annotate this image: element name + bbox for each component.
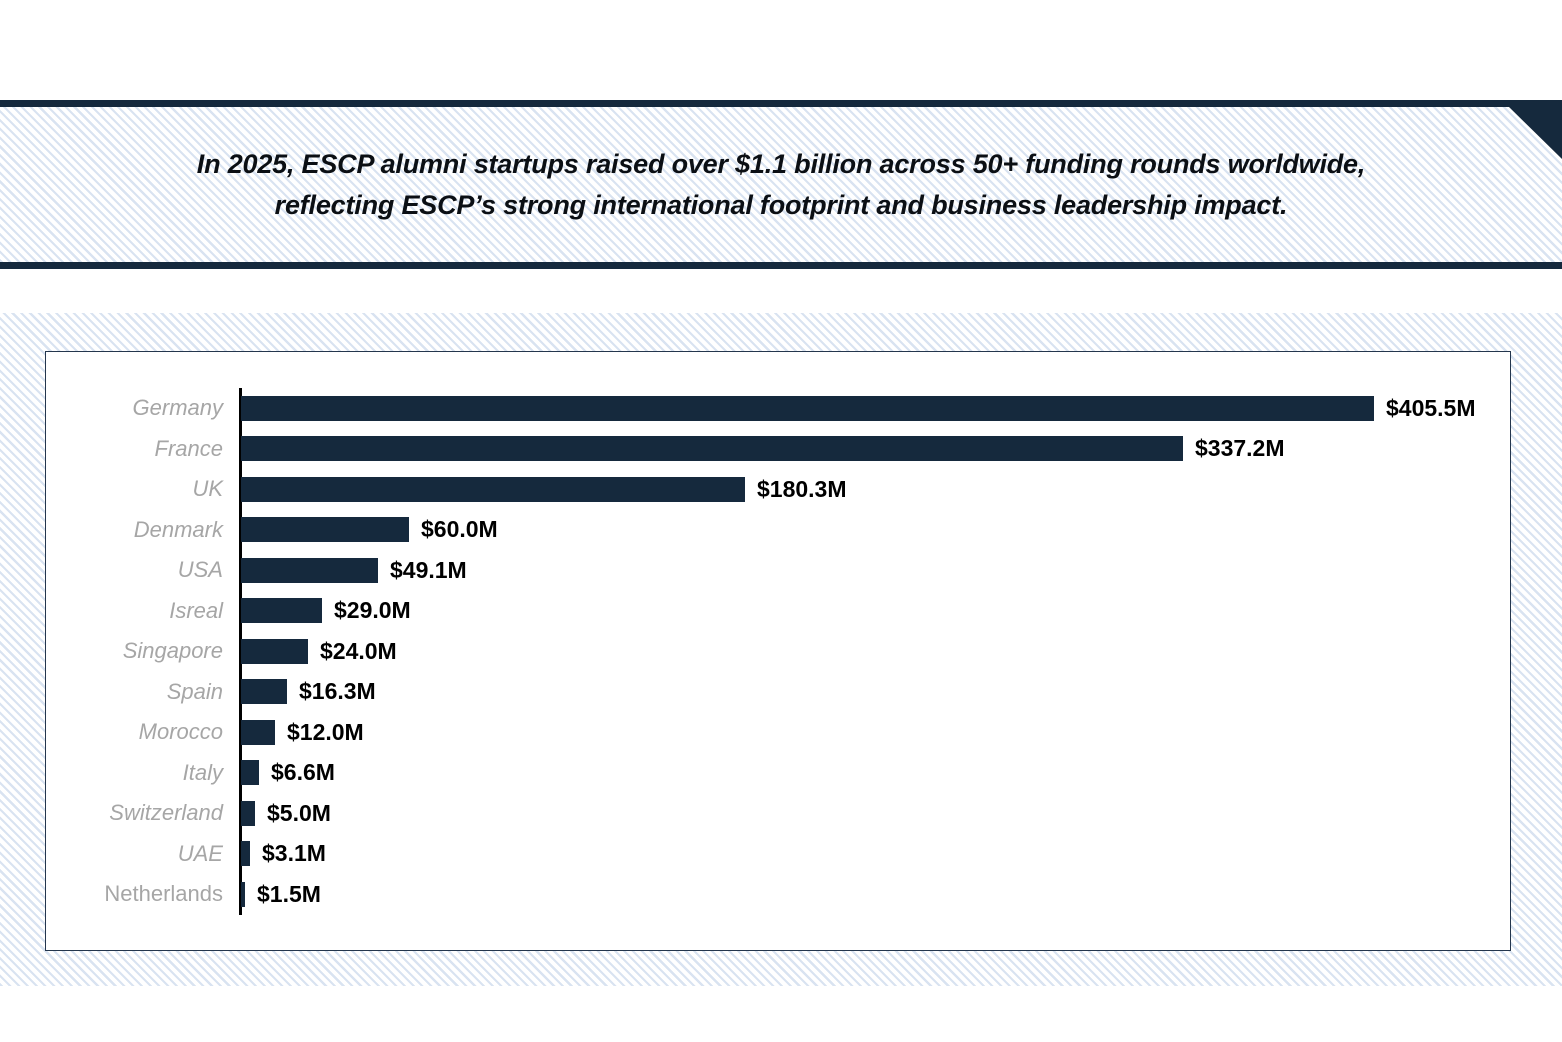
chart-row: Singapore $24.0M	[46, 631, 1508, 672]
value-label: $16.3M	[299, 678, 376, 705]
chart-row: Morocco $12.0M	[46, 712, 1508, 753]
category-label: Isreal	[169, 597, 223, 623]
value-label: $24.0M	[320, 637, 397, 664]
category-label: Denmark	[133, 516, 223, 542]
bar	[241, 557, 378, 583]
bar	[241, 881, 245, 907]
category-label: France	[154, 435, 223, 461]
value-label: $180.3M	[757, 475, 847, 502]
chart-row: Switzerland $5.0M	[46, 793, 1508, 834]
headline-line-2: reflecting ESCP’s strong international f…	[274, 189, 1288, 220]
category-label: UK	[192, 476, 223, 502]
value-label: $405.5M	[1386, 394, 1476, 421]
chart-section-background: Germany $405.5M France $337.2M UK $180.3M Denm…	[0, 313, 1562, 986]
chart-row: Isreal $29.0M	[46, 591, 1508, 632]
category-label: Singapore	[122, 638, 223, 664]
bar	[241, 800, 255, 826]
value-label: $60.0M	[421, 516, 498, 543]
bar	[241, 638, 308, 664]
bar	[241, 841, 250, 867]
headline-text: In 2025, ESCP alumni startups raised ove…	[196, 144, 1366, 226]
chart-panel: Germany $405.5M France $337.2M UK $180.3M Denm…	[45, 351, 1511, 951]
bar-chart: Germany $405.5M France $337.2M UK $180.3M Denm…	[46, 388, 1508, 915]
corner-triangle	[1509, 107, 1562, 159]
category-label: UAE	[177, 840, 223, 866]
bar	[241, 679, 287, 705]
bar	[241, 395, 1374, 421]
value-label: $6.6M	[271, 759, 335, 786]
bar	[241, 436, 1183, 462]
bar	[241, 598, 322, 624]
bar	[241, 517, 409, 543]
chart-row: Italy $6.6M	[46, 753, 1508, 794]
category-label: Netherlands	[104, 881, 223, 907]
chart-row: Netherlands $1.5M	[46, 874, 1508, 915]
chart-row: Denmark $60.0M	[46, 510, 1508, 551]
value-label: $49.1M	[390, 556, 467, 583]
chart-row: Spain $16.3M	[46, 672, 1508, 713]
value-label: $1.5M	[257, 880, 321, 907]
banner-top-rule	[0, 100, 1562, 107]
banner-bottom-rule	[0, 262, 1562, 269]
chart-rows: Germany $405.5M France $337.2M UK $180.3M Denm…	[46, 388, 1508, 915]
chart-row: UK $180.3M	[46, 469, 1508, 510]
bar	[241, 476, 745, 502]
value-label: $3.1M	[262, 840, 326, 867]
headline-banner: In 2025, ESCP alumni startups raised ove…	[0, 107, 1562, 262]
headline-line-1: In 2025, ESCP alumni startups raised ove…	[196, 148, 1366, 179]
value-label: $5.0M	[267, 799, 331, 826]
category-label: Morocco	[138, 719, 223, 745]
value-label: $12.0M	[287, 718, 364, 745]
chart-row: USA $49.1M	[46, 550, 1508, 591]
category-label: USA	[177, 557, 223, 583]
value-label: $29.0M	[334, 597, 411, 624]
category-label: Germany	[132, 395, 223, 421]
y-axis-line	[239, 388, 242, 915]
category-label: Spain	[166, 678, 223, 704]
chart-row: UAE $3.1M	[46, 834, 1508, 875]
bar	[241, 760, 259, 786]
bar	[241, 719, 275, 745]
chart-row: France $337.2M	[46, 429, 1508, 470]
category-label: Switzerland	[109, 800, 223, 826]
value-label: $337.2M	[1195, 435, 1285, 462]
chart-row: Germany $405.5M	[46, 388, 1508, 429]
category-label: Italy	[182, 759, 223, 785]
